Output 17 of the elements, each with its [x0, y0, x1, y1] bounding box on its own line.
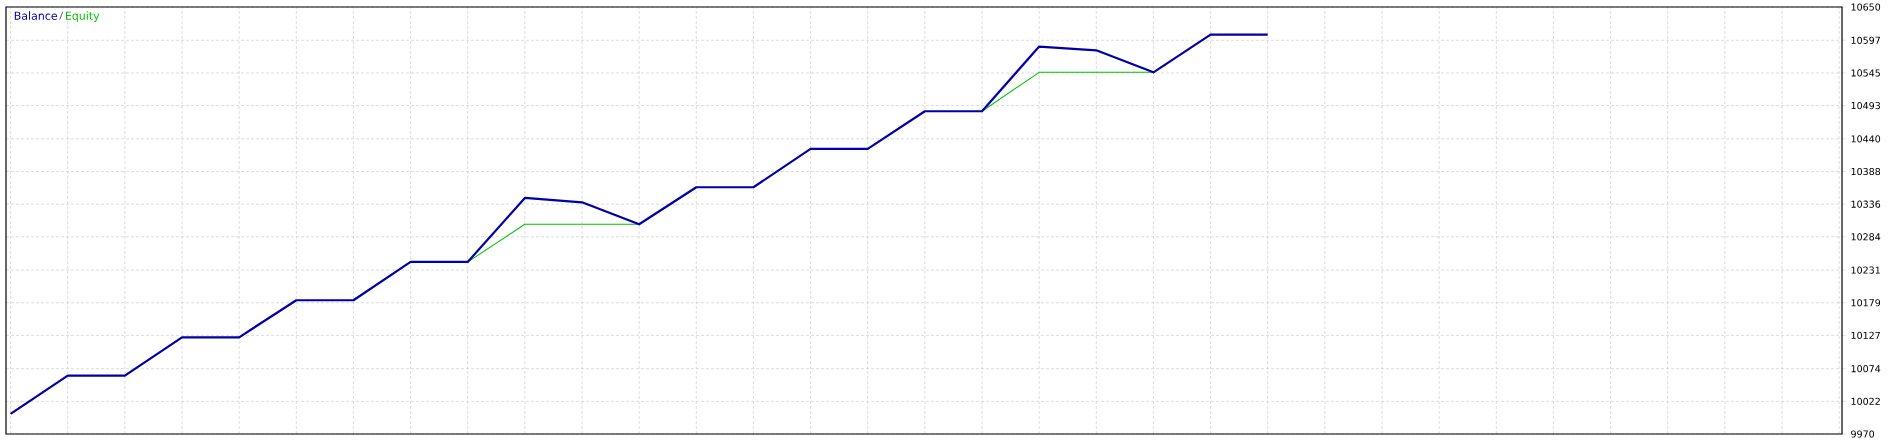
y-tick-label: 10179 [1851, 299, 1881, 307]
y-tick-label: 10388 [1851, 167, 1881, 176]
y-tick-label: 10493 [1851, 101, 1880, 110]
y-tick-label: 10074 [1851, 365, 1881, 373]
y-tick-label: 10022 [1851, 397, 1880, 405]
y-tick-label: 9970 [1851, 430, 1875, 438]
text: Balance [14, 11, 58, 20]
y-tick-label: 10597 [1851, 36, 1880, 44]
text: Equity [65, 11, 100, 22]
y-tick-label: 10231 [1851, 266, 1880, 274]
y-tick-label: 10284 [1851, 233, 1881, 241]
y-tick-label: 10545 [1851, 69, 1880, 77]
y-tick-label: 10336 [1851, 200, 1881, 208]
y-tick-label: 10650 [1851, 3, 1881, 11]
line-series [9, 33, 1269, 416]
y-tick-label: 10440 [1851, 135, 1881, 143]
y-tick-label: 10127 [1851, 331, 1880, 340]
